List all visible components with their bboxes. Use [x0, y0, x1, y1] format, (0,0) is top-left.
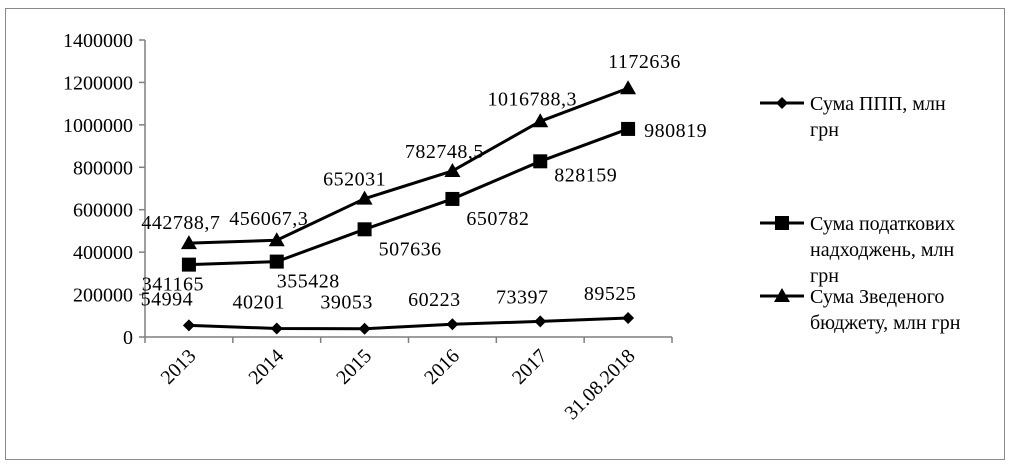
data-label: 507636: [379, 238, 442, 260]
data-label: 1016788,3: [488, 88, 578, 110]
triangle-marker: [444, 162, 461, 177]
x-tick-label: 2017: [508, 345, 552, 389]
data-label: 650782: [466, 208, 529, 230]
data-label: 782748,5: [405, 141, 484, 163]
triangle-marker: [356, 190, 373, 205]
legend-item-3: Сума Зведеного бюджету, млн грн: [760, 286, 961, 334]
square-marker: [775, 216, 789, 230]
legend-label: Сума ППП, млн: [810, 93, 946, 115]
data-label: 341165: [142, 274, 204, 296]
triangle-marker: [180, 235, 197, 250]
diamond-marker: [182, 319, 195, 332]
diamond-marker: [534, 315, 547, 328]
data-label: 40201: [233, 291, 286, 313]
triangle-marker: [774, 288, 790, 302]
series-line: [188, 127, 629, 267]
data-label: 89525: [584, 283, 637, 305]
series-3: 442788,7 456067,3 652031 782748,5 1016788,3 1…: [141, 51, 681, 250]
data-label: 73397: [496, 286, 549, 308]
square-marker: [269, 254, 284, 269]
data-label: 54994: [141, 288, 194, 310]
data-label: 980819: [644, 120, 707, 142]
data-label: 355428: [277, 271, 340, 293]
data-label: 652031: [323, 169, 386, 191]
series-line: [188, 316, 629, 331]
data-label: 442788,7: [141, 212, 220, 234]
triangle-marker: [532, 113, 549, 128]
data-label: 60223: [408, 289, 461, 311]
square-marker: [181, 257, 196, 272]
legend-label: Сума Зведеного: [810, 286, 944, 308]
y-tick-label: 1000000: [63, 115, 133, 137]
diamond-marker: [446, 318, 459, 331]
y-tick-label: 600000: [73, 200, 133, 222]
triangle-marker: [620, 80, 637, 95]
data-label: 39053: [320, 292, 373, 314]
square-marker: [445, 191, 460, 206]
y-tick-label: 1200000: [63, 72, 133, 94]
x-tick-label: 2013: [157, 345, 201, 389]
square-marker: [357, 222, 372, 237]
y-tick-label: 200000: [73, 285, 133, 307]
chart-frame: [5, 8, 1005, 460]
legend-label: бюджету, млн грн: [810, 312, 961, 334]
x-tick-label: 2016: [420, 345, 464, 389]
y-tick-label: 0: [123, 327, 133, 349]
square-marker: [621, 121, 636, 136]
legend-item-1: Сума ППП, млн грн: [760, 93, 946, 141]
diamond-marker: [776, 97, 788, 109]
series-1: 54994 40201 39053 60223 73397 89525: [141, 283, 637, 335]
series-2: 341165 355428 507636 650782 828159 980819: [142, 120, 707, 296]
y-tick-label: 800000: [73, 157, 133, 179]
series-line: [188, 86, 629, 245]
y-tick-label: 400000: [73, 242, 133, 264]
legend-label: Сума податкових: [810, 213, 955, 235]
data-label: 1172636: [608, 51, 681, 73]
diamond-marker: [270, 322, 283, 335]
data-label: 828159: [554, 164, 617, 186]
x-tick-label: 31.08.2018: [560, 345, 639, 424]
legend-label: надходжень, млн: [810, 239, 954, 261]
legend-label: грн: [810, 119, 839, 141]
legend-item-2: Сума податкових надходжень, млн грн: [760, 213, 955, 287]
legend-label: грн: [810, 265, 839, 287]
x-tick-label: 2014: [244, 345, 288, 389]
data-label: 456067,3: [229, 208, 308, 230]
square-marker: [533, 154, 548, 169]
x-tick-label: 2015: [332, 345, 376, 389]
y-tick-label: 1400000: [63, 30, 133, 52]
diamond-marker: [622, 312, 635, 325]
triangle-marker: [268, 232, 285, 247]
diamond-marker: [358, 322, 371, 335]
